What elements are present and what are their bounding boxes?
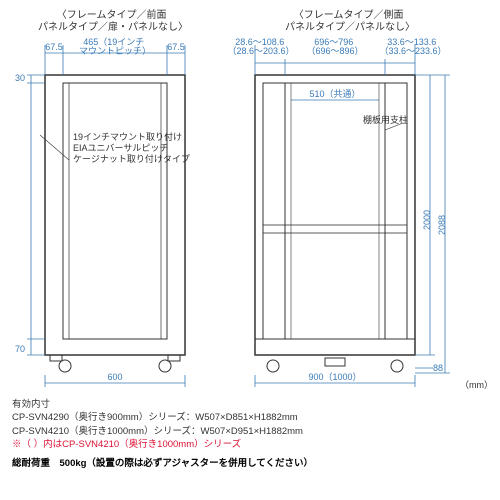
front-width: 600 [107,372,122,382]
footer-l5: 総耐荷重 500kg（設置の際は必ずアジャスターを併用してください） [12,457,313,470]
unit-label: （mm） [460,380,493,390]
front-title: 〈フレームタイプ／前面 パネルタイプ／扉・パネルなし〉 [38,8,188,33]
front-dim-center: 465（19インチ マウントピッチ） [79,37,151,56]
footer-l4: ※（ ）内はCP-SVN4210（奥行き1000mm）シリーズ [12,438,313,451]
footer-l1: 有効内寸 [12,398,313,411]
side-dim-center: 696～796 （696～896） [306,37,363,56]
footer-block: 有効内寸 CP-SVN4290（奥行き900mm）シリーズ：W507×D851×… [12,398,313,470]
side-title: 〈フレームタイプ／側面 パネルタイプ／パネルなし〉 [285,8,415,33]
side-inner-width: 510（共通） [309,89,360,99]
front-note: 19インチマウント取り付け EIAユニバーサルピッチ ケージナット取り付けタイプ [73,132,190,164]
side-h2: 2088 [437,215,447,235]
diagram-svg: 〈フレームタイプ／前面 パネルタイプ／扉・パネルなし〉 〈フレームタイプ／側面 … [0,0,500,410]
side-depth: 88 [433,363,443,373]
side-dim-right: 33.6～133.6 （33.6～233.6） [379,37,446,56]
front-view: 67.5 465（19インチ マウントピッチ） 67.5 30 1900 70 … [0,37,190,387]
side-view: 28.6～108.6 （28.6～203.6） 696～796 （696～896… [227,37,493,390]
front-dim-top: 30 [15,73,25,83]
footer-l2: CP-SVN4290（奥行き900mm）シリーズ：W507×D851×H1882… [12,411,313,424]
side-dim-left: 28.6～108.6 （28.6～203.6） [227,37,294,56]
front-dim-right: 67.5 [167,42,185,52]
shelf-label: 棚板用支柱 [363,114,408,125]
side-h1: 2000 [422,210,432,230]
front-dim-bottom: 70 [15,344,25,354]
front-dim-left: 67.5 [45,42,63,52]
side-width: 900（1000） [308,372,361,382]
footer-l3: CP-SVN4210（奥行き1000mm）シリーズ：W507×D951×H188… [12,425,313,438]
